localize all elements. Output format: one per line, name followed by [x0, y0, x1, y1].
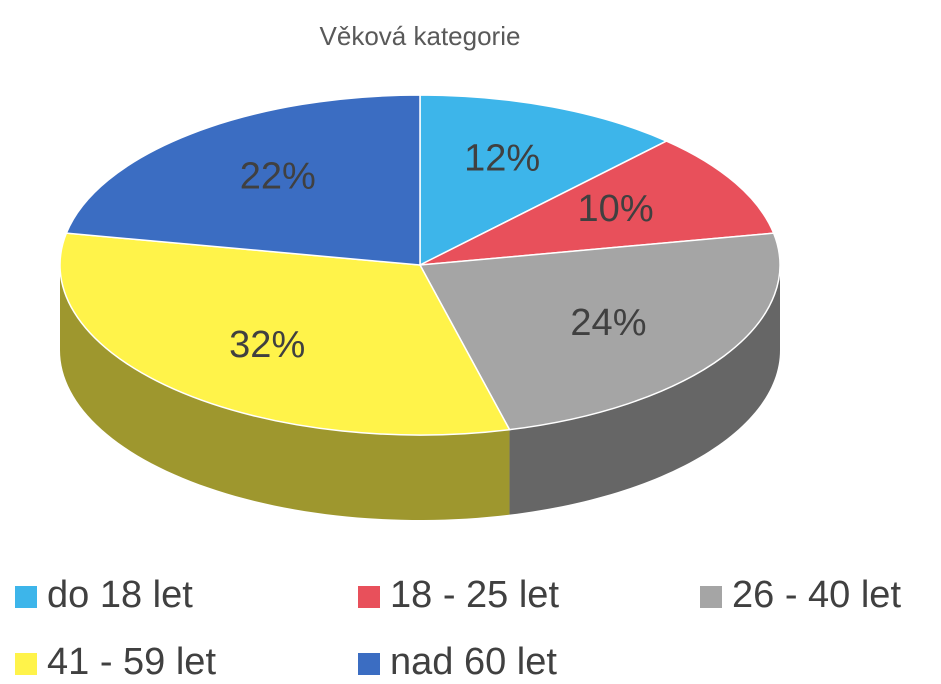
legend-label: 41 - 59 let — [47, 641, 216, 683]
legend-swatch — [358, 653, 380, 675]
data-label: 12% — [464, 138, 540, 180]
data-label: 24% — [570, 302, 646, 344]
slice — [59, 232, 511, 436]
slice — [418, 232, 781, 431]
slice-side — [60, 265, 510, 520]
legend-swatch — [358, 586, 380, 608]
legend-label: 18 - 25 let — [390, 574, 559, 616]
legend-label: 26 - 40 let — [732, 574, 901, 616]
data-label: 22% — [240, 156, 316, 198]
slice-side — [509, 265, 780, 515]
slice — [419, 140, 775, 266]
legend-label: do 18 let — [47, 574, 193, 616]
data-label: 10% — [578, 188, 654, 230]
slice — [65, 94, 421, 266]
legend-swatch — [15, 586, 37, 608]
data-label: 32% — [229, 324, 305, 366]
slice — [419, 94, 669, 267]
chart-title: Věková kategorie — [320, 21, 521, 51]
legend-swatch — [15, 653, 37, 675]
legend-swatch — [700, 586, 722, 608]
legend-label: nad 60 let — [390, 641, 557, 683]
